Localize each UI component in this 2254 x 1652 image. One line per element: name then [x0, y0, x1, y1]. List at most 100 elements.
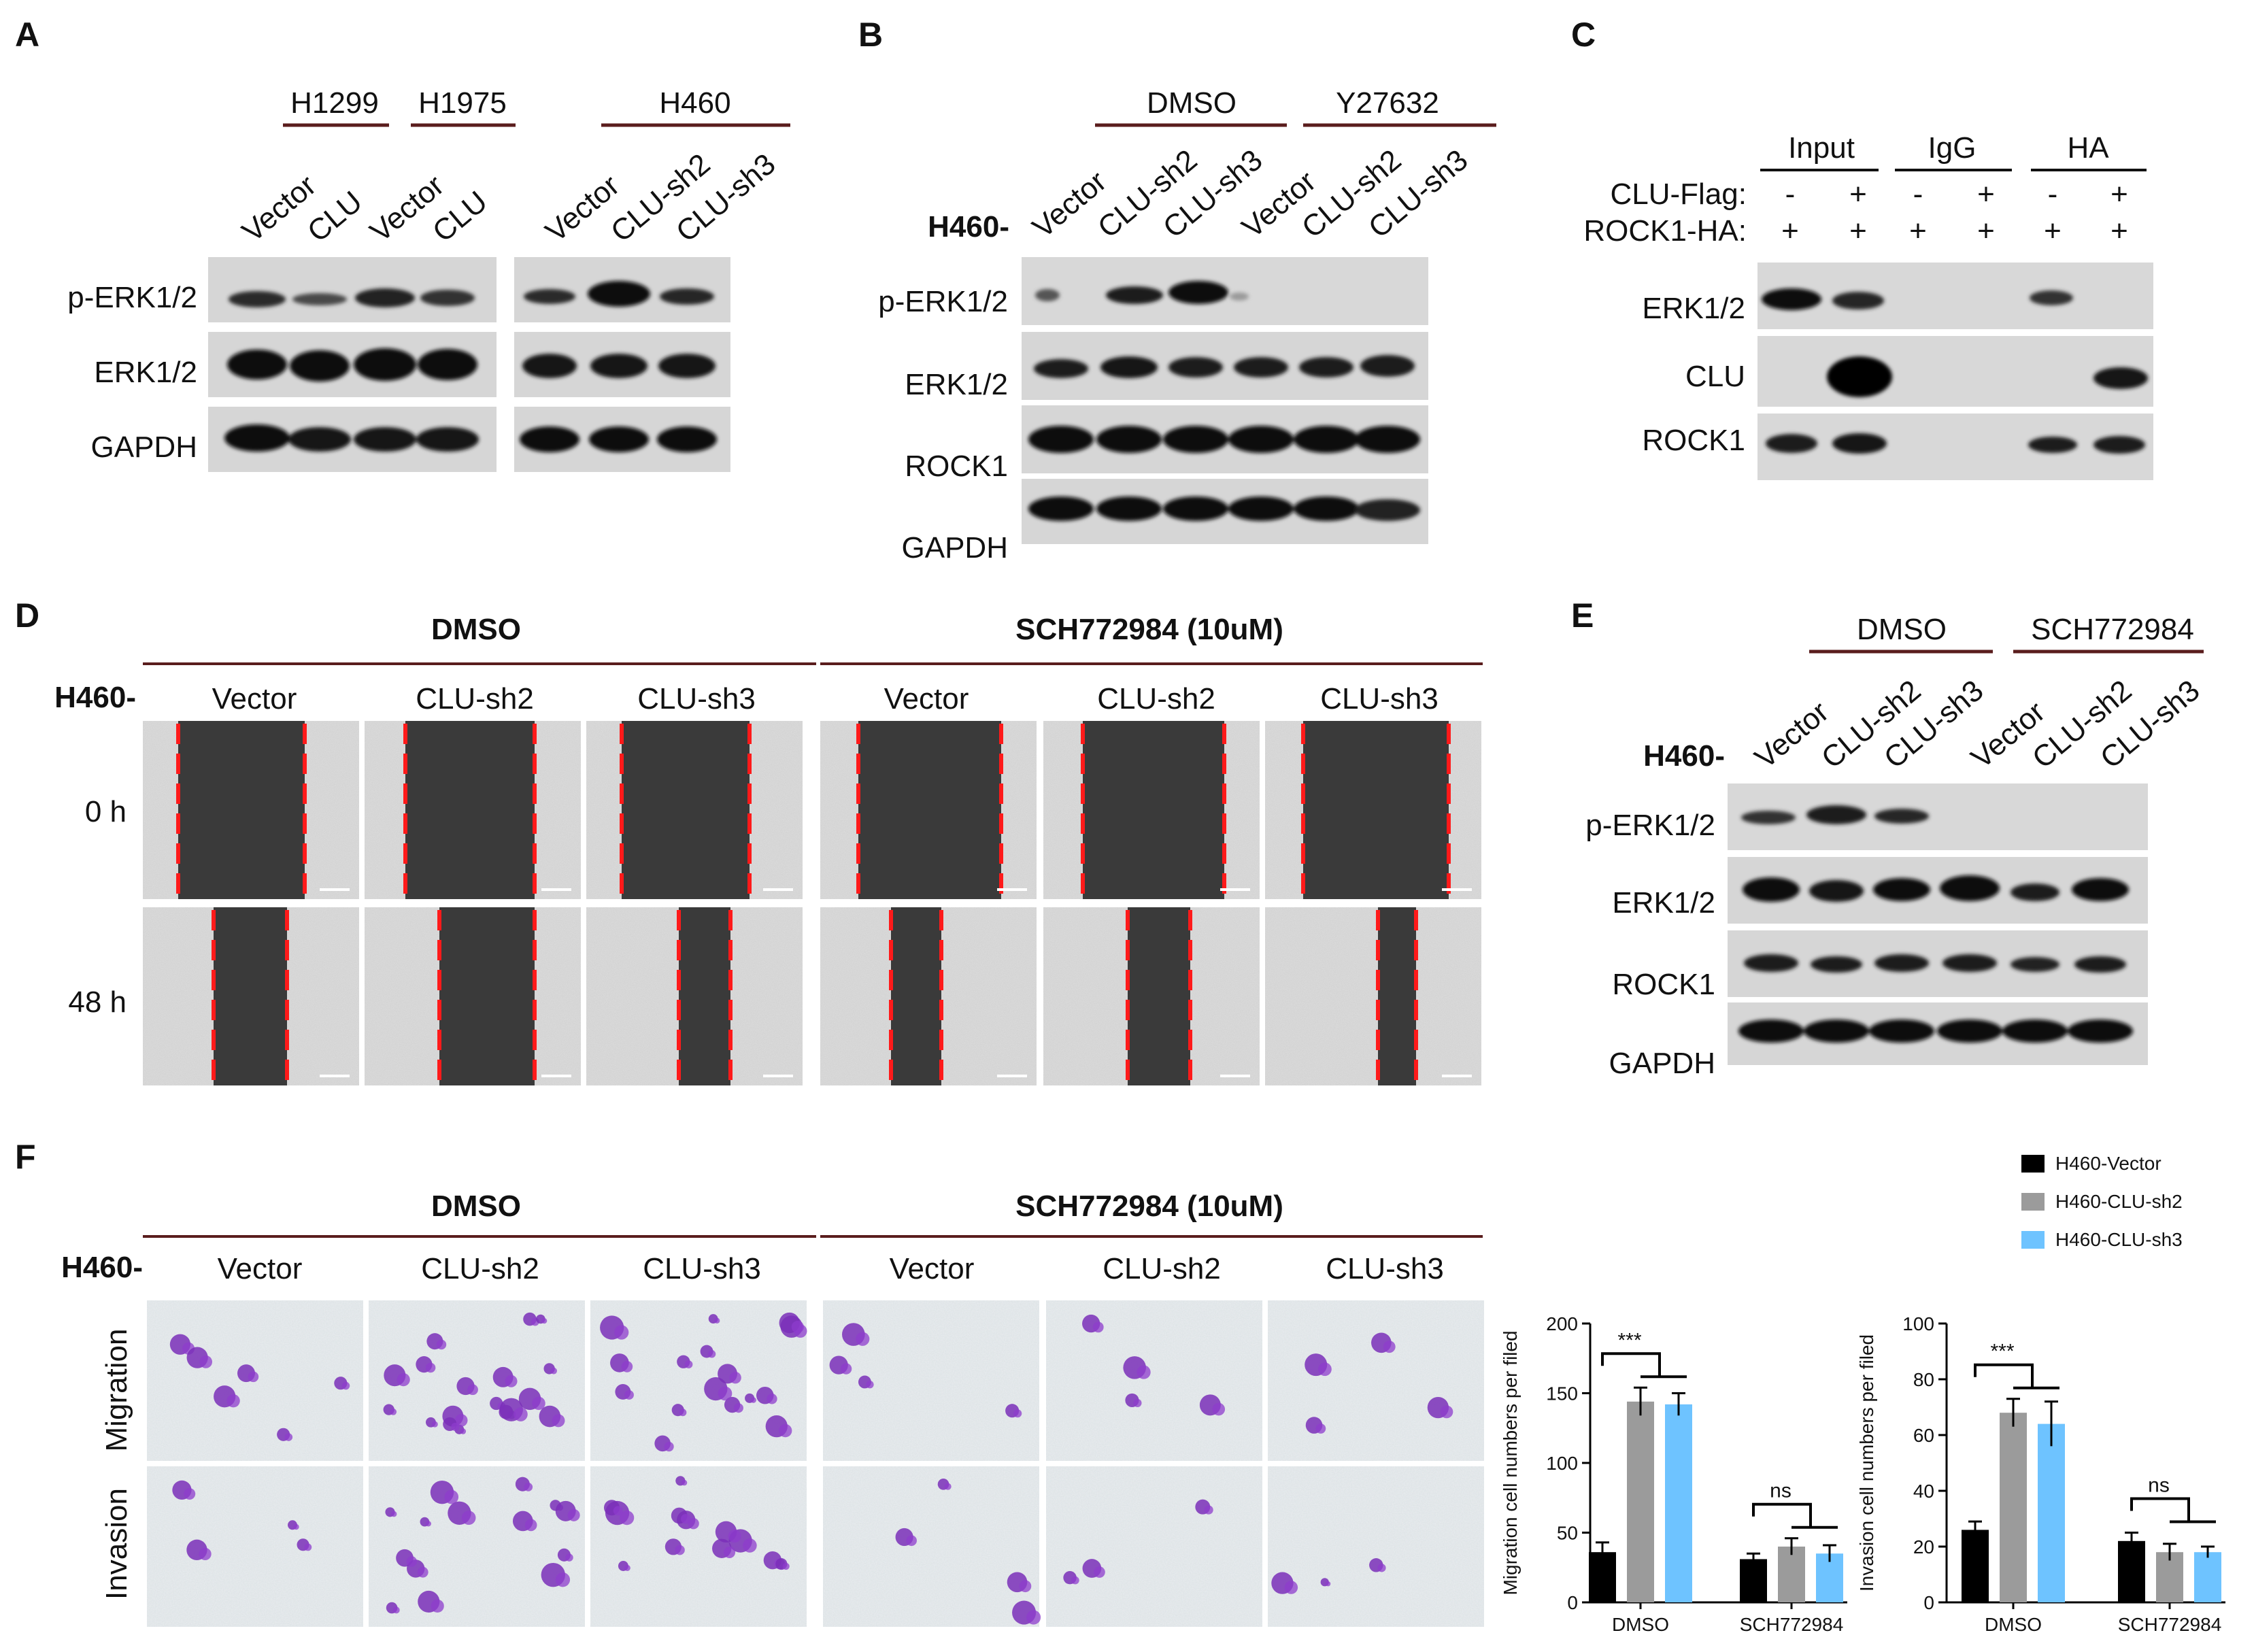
wound-image — [586, 721, 803, 899]
band — [224, 424, 290, 452]
band-group-rock1 — [1744, 954, 2126, 973]
chart-legend: H460-Vector H460-CLU-sh2 H460-CLU-sh3 — [2021, 1153, 2183, 1250]
wound-gap — [679, 907, 730, 1085]
panel-d: DMSO SCH772984 (10uM) H460- Vector CLU-s… — [54, 613, 1483, 1085]
legend-swatch-clu-sh2 — [2021, 1193, 2045, 1211]
stained-cell — [1383, 1341, 1396, 1353]
band — [1034, 359, 1088, 378]
band — [524, 289, 575, 304]
blot-strip — [1757, 414, 2153, 480]
condition-sign: - — [1913, 178, 1923, 211]
lane-label: Vector — [539, 169, 626, 249]
bar — [1962, 1530, 1989, 1602]
group-label-input: Input — [1788, 131, 1855, 165]
bar — [1665, 1404, 1692, 1602]
stained-cell — [431, 1421, 438, 1428]
row-label-rock1: ROCK1 — [1612, 968, 1715, 1001]
row-label-perk: p-ERK1/2 — [67, 281, 197, 314]
stained-cell — [425, 1521, 431, 1527]
band — [589, 426, 649, 452]
wound-gap — [439, 907, 535, 1085]
blot-strip — [1757, 336, 2153, 407]
stained-cell — [444, 1489, 459, 1504]
band — [1294, 426, 1359, 453]
condition-label-rock1-ha: ROCK1-HA: — [1583, 214, 1747, 248]
group-label-sch: SCH772984 (10uM) — [1015, 613, 1283, 646]
wound-gap — [891, 907, 941, 1085]
band — [2093, 367, 2148, 389]
band — [520, 426, 579, 452]
cell-line-label: H460- — [61, 1251, 143, 1284]
stained-cell — [1019, 1580, 1032, 1593]
wound-gap — [622, 721, 750, 899]
stained-cell — [514, 1407, 528, 1421]
band — [355, 288, 415, 307]
stained-cell — [567, 1508, 580, 1521]
stained-cell — [675, 1545, 685, 1555]
significance-label: ns — [2148, 1474, 2170, 1497]
band — [1355, 426, 1420, 453]
band — [1873, 878, 1930, 901]
band — [2072, 878, 2129, 901]
band — [1762, 288, 1821, 310]
band — [2074, 956, 2126, 973]
legend-label-clu-sh3: H460-CLU-sh3 — [2055, 1229, 2183, 1250]
wound-image-grid — [143, 721, 1481, 1085]
column-label: CLU-sh2 — [416, 682, 534, 715]
wound-gap — [405, 721, 535, 899]
stained-cell — [707, 1350, 716, 1358]
band — [522, 354, 577, 378]
stained-cell — [1204, 1505, 1213, 1515]
wound-image — [143, 721, 359, 899]
y-tick-label: 0 — [1567, 1592, 1578, 1613]
band — [1940, 875, 2000, 901]
membrane-texture — [1046, 1466, 1262, 1627]
stained-cell — [248, 1371, 259, 1383]
band — [1028, 496, 1094, 521]
column-label: CLU-sh3 — [1320, 682, 1439, 715]
band-group-perk — [1741, 805, 1929, 824]
row-label-gapdh: GAPDH — [1609, 1047, 1715, 1080]
group-label-sch: SCH772984 (10uM) — [1015, 1190, 1283, 1223]
wound-image — [820, 907, 1037, 1085]
band-group-gapdh — [224, 424, 717, 452]
blot-strip — [208, 257, 497, 322]
band — [1360, 355, 1415, 377]
row-label-migration: Migration — [100, 1329, 133, 1452]
x-tick-label: SCH772984 — [1740, 1614, 1844, 1635]
stained-cell — [1284, 1581, 1298, 1594]
condition-sign: + — [2044, 214, 2062, 248]
column-label: CLU-sh2 — [421, 1252, 539, 1285]
significance-bracket — [1974, 1363, 2059, 1389]
stained-cell — [226, 1394, 240, 1408]
stained-cell — [524, 1483, 533, 1491]
blot-strip — [1757, 263, 2153, 329]
condition-sign: + — [1977, 214, 1995, 248]
band — [292, 293, 347, 305]
stained-cell — [436, 1339, 447, 1350]
wound-image — [586, 907, 803, 1085]
band — [1096, 496, 1162, 521]
membrane-texture — [823, 1466, 1039, 1627]
stained-cell — [733, 1403, 743, 1413]
row-label-erk: ERK1/2 — [1642, 292, 1745, 325]
significance-label: ns — [1770, 1480, 1792, 1502]
band-group-erk — [1762, 288, 2073, 310]
stained-cell — [728, 1530, 741, 1543]
legend-swatch-clu-sh3 — [2021, 1231, 2045, 1249]
stained-cell — [341, 1381, 350, 1390]
band — [2011, 883, 2059, 901]
panel-label-a: A — [15, 16, 39, 54]
panel-label-b: B — [858, 16, 883, 54]
group-label-dmso: DMSO — [431, 613, 521, 646]
bar — [2000, 1413, 2027, 1602]
transwell-image — [823, 1300, 1039, 1461]
band — [1228, 426, 1294, 453]
stained-cell — [620, 1511, 635, 1525]
column-label: Vector — [890, 1252, 975, 1285]
panel-label-e: E — [1571, 596, 1594, 635]
group-label-dmso: DMSO — [1857, 613, 1947, 646]
y-tick-label: 60 — [1913, 1425, 1934, 1446]
stained-cell — [1377, 1564, 1386, 1572]
band — [288, 427, 351, 452]
